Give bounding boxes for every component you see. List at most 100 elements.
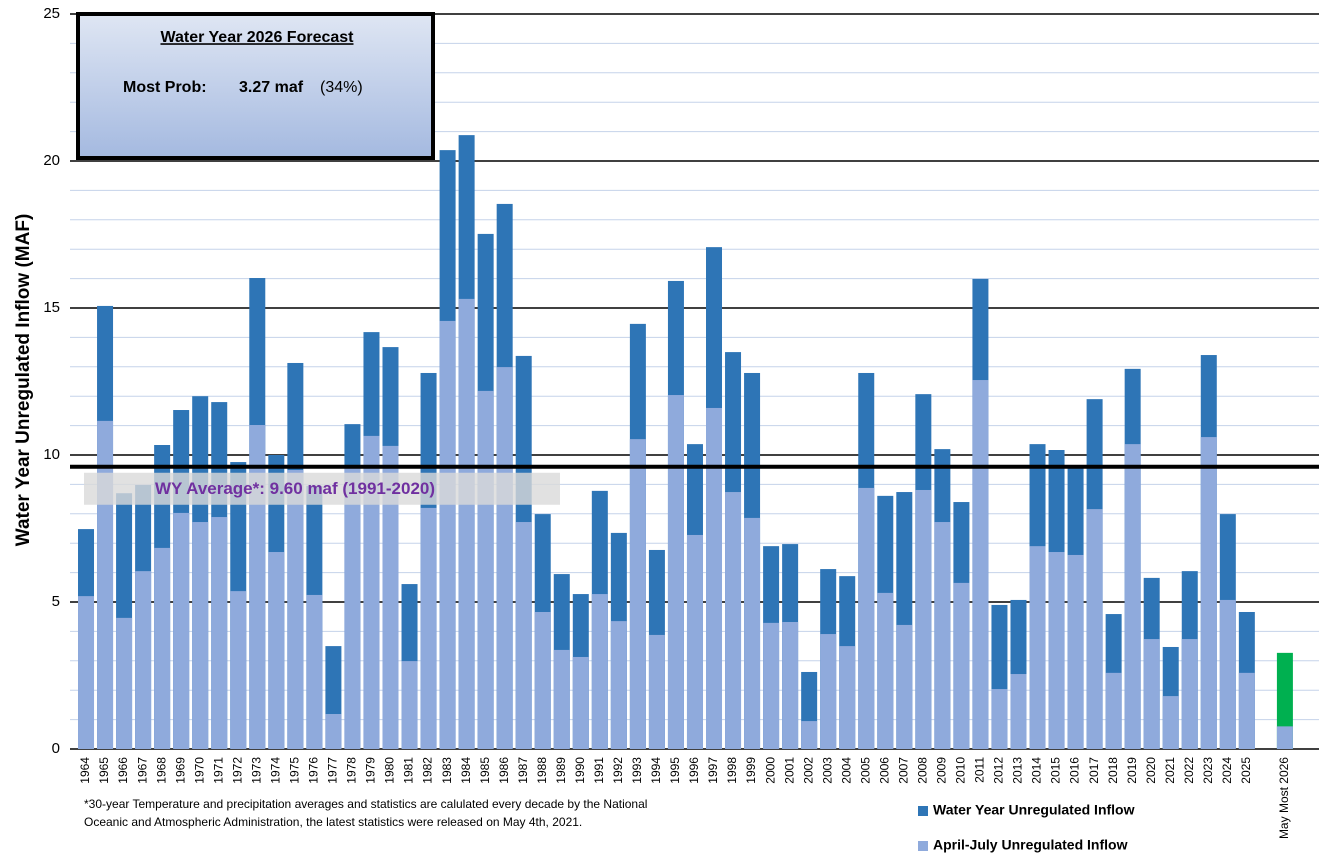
bar [477,390,494,749]
bar [915,489,932,749]
x-tick-label: 2024 [1220,757,1234,784]
x-tick-label: 1990 [573,757,587,784]
x-tick-label: 1965 [97,757,111,784]
bar [173,512,190,749]
x-tick-label: 2020 [1144,757,1158,784]
x-tick-label: 2006 [877,757,891,784]
x-tick-label: 1998 [725,757,739,784]
legend-label: Water Year Unregulated Inflow [933,802,1135,818]
x-tick-label: 1996 [687,757,701,784]
x-tick-label: 1974 [268,757,282,784]
bar [268,552,285,749]
bar [553,649,570,749]
legend-label: April-July Unregulated Inflow [933,837,1128,853]
bar [629,439,646,749]
bar [1048,552,1065,749]
bar [230,591,247,749]
y-tick-label: 0 [52,740,60,757]
bar [1067,554,1084,749]
bar [1238,672,1255,749]
bar [135,571,152,749]
x-tick-label: 2001 [782,757,796,784]
bar [572,656,589,749]
x-tick-label: 1975 [288,757,302,784]
y-tick-label: 10 [43,446,60,463]
x-tick-label: 2008 [916,757,930,784]
bar [1086,509,1103,749]
forecast-value: 3.27 maf [239,79,304,96]
bar [782,621,799,749]
x-tick-label: 2009 [935,757,949,784]
legend-swatch [918,841,928,851]
bar [744,517,761,749]
x-tick-label: 2015 [1049,757,1063,784]
bar [686,534,703,749]
x-tick-label: 2025 [1239,757,1253,784]
bar [306,594,323,749]
bar [648,634,665,749]
bar [401,661,418,749]
forecast-label: Most Prob: [123,79,207,96]
bar [1124,444,1141,749]
bar [192,522,209,749]
x-tick-label: 1997 [706,757,720,784]
bar [972,380,989,749]
bar [1162,696,1179,749]
x-tick-label: May Most 2026 [1277,757,1291,839]
x-tick-label: 2003 [820,757,834,784]
bar [420,507,437,749]
average-label-bg [84,472,560,505]
bar [382,445,399,749]
x-tick-label: 2002 [801,757,815,784]
bar [763,622,780,749]
x-tick-label: 1968 [154,757,168,784]
forecast-title: Water Year 2026 Forecast [160,29,354,46]
x-tick-label: 1964 [78,757,92,784]
bar [610,621,627,749]
forecast-box-bg [76,12,435,160]
bar [439,320,456,749]
x-tick-label: 2011 [973,757,987,783]
x-tick-label: 1994 [649,757,663,784]
bar [1276,726,1293,749]
bar [725,492,742,749]
x-tick-label: 2012 [992,757,1006,784]
bar [97,420,114,749]
bar [591,594,608,749]
x-tick-label: 2017 [1087,757,1101,784]
bar [1181,639,1198,749]
forecast-probability: (34%) [320,79,363,96]
x-tick-label: 2021 [1163,757,1177,784]
forecast-box: Water Year 2026 Forecast Most Prob: 3.27… [76,12,435,160]
x-tick-label: 2000 [763,757,777,784]
bar [344,467,361,749]
bar [496,367,513,749]
x-tick-label: 1979 [364,757,378,784]
x-tick-label: 1989 [554,757,568,784]
x-tick-label: 2013 [1011,757,1025,784]
bar [1143,639,1160,749]
bar [991,689,1008,749]
bar [1010,674,1027,749]
footnote: *30-year Temperature and precipitation a… [84,797,647,811]
bar [1276,652,1293,749]
bar [325,714,342,749]
x-tick-label: 2019 [1125,757,1139,784]
x-tick-label: 1995 [668,757,682,784]
x-tick-label: 1986 [497,757,511,784]
bar [667,395,684,749]
y-tick-label: 20 [43,152,60,169]
bar [78,596,95,749]
x-tick-label: 1977 [326,757,340,784]
bar [211,517,228,749]
bar [1029,546,1046,749]
x-tick-label: 1988 [535,757,549,784]
x-tick-label: 1981 [402,757,416,784]
x-tick-label: 1992 [611,757,625,784]
x-tick-label: 2010 [954,757,968,784]
x-tick-label: 1991 [592,757,606,784]
bar [820,634,837,749]
bar [706,407,723,749]
bar [1200,437,1217,749]
x-tick-label: 1973 [249,757,263,784]
